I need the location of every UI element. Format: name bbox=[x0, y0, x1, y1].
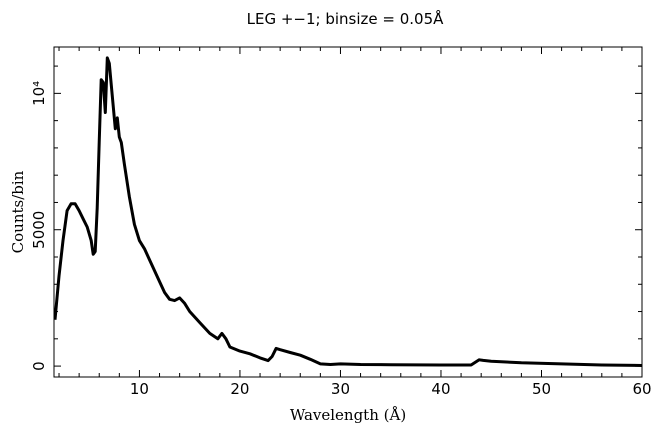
x-tick-label: 60 bbox=[632, 380, 651, 398]
tick-labels: 10 20 30 40 50 60 0 5000 10⁴ bbox=[30, 81, 652, 398]
x-tick-label: 10 bbox=[130, 380, 149, 398]
plot-frame bbox=[53, 46, 643, 378]
x-tick-label: 50 bbox=[532, 380, 551, 398]
y-tick-label: 5000 bbox=[30, 211, 48, 249]
x-tick-label: 30 bbox=[331, 380, 350, 398]
x-axis-label: Wavelength (Å) bbox=[290, 406, 406, 424]
x-tick-label: 20 bbox=[230, 380, 249, 398]
chart-title: LEG +−1; binsize = 0.05Å bbox=[247, 9, 445, 28]
y-tick-label: 0 bbox=[30, 361, 48, 371]
x-tick-label: 40 bbox=[431, 380, 450, 398]
axis-ticks bbox=[54, 47, 643, 377]
y-tick-label: 10⁴ bbox=[30, 81, 48, 106]
y-axis-label: Counts/bin bbox=[9, 170, 27, 253]
series-line bbox=[53, 56, 643, 367]
